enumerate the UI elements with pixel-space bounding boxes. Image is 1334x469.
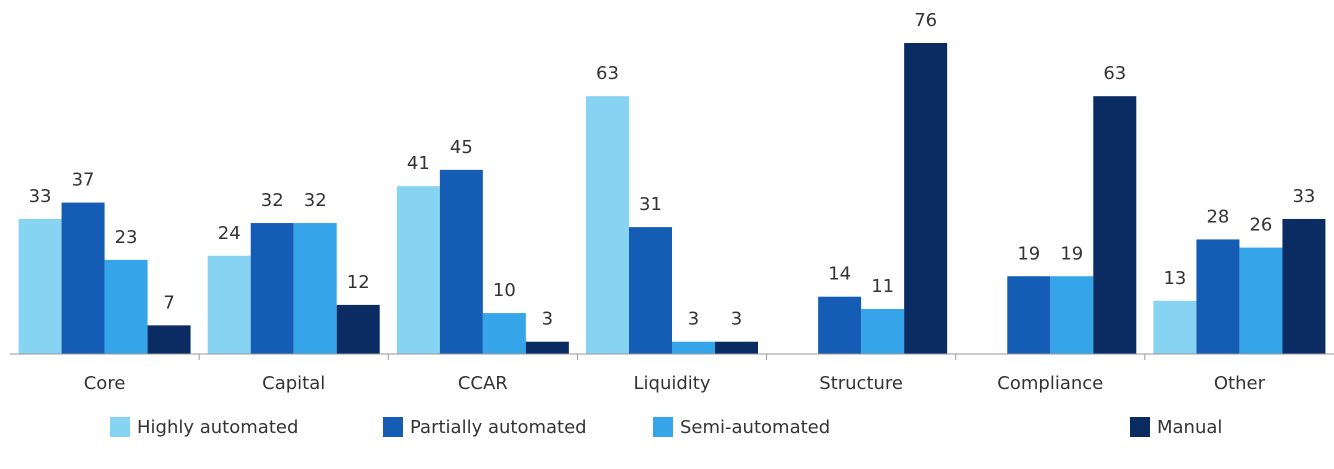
data-label: 45 — [450, 137, 473, 158]
data-label: 3 — [731, 309, 742, 330]
bar — [250, 223, 294, 354]
data-label: 63 — [596, 63, 619, 84]
bar — [61, 202, 105, 354]
legend-swatch — [1130, 417, 1150, 437]
bar — [1050, 276, 1094, 354]
bar — [293, 223, 337, 354]
x-tick-label: Capital — [262, 373, 325, 394]
data-label: 26 — [1249, 215, 1272, 236]
data-label: 32 — [304, 190, 327, 211]
data-label: 7 — [163, 292, 174, 313]
data-label: 14 — [828, 264, 851, 285]
legend-swatch — [653, 417, 673, 437]
data-label: 11 — [871, 276, 894, 297]
data-label: 31 — [639, 194, 662, 215]
data-label: 19 — [1017, 243, 1040, 264]
bar — [1153, 300, 1197, 354]
bar — [439, 169, 483, 354]
bar — [1282, 218, 1326, 354]
data-label: 41 — [407, 153, 430, 174]
x-tick-label: Structure — [819, 373, 903, 394]
legend-label: Manual — [1157, 417, 1222, 438]
legend-swatch — [110, 417, 130, 437]
bar — [672, 341, 715, 354]
legend-label: Semi-automated — [680, 417, 830, 438]
bar — [104, 259, 148, 354]
bar — [336, 304, 380, 354]
data-label: 12 — [347, 272, 370, 293]
bar — [586, 96, 629, 355]
data-label: 32 — [261, 190, 284, 211]
data-label: 10 — [493, 280, 516, 301]
bar — [629, 227, 672, 354]
x-tick-label: Liquidity — [633, 373, 710, 394]
x-tick-label: Core — [84, 373, 126, 394]
data-label: 3 — [688, 309, 699, 330]
data-label: 63 — [1103, 63, 1126, 84]
data-label: 28 — [1206, 206, 1229, 227]
legend-label: Highly automated — [137, 417, 298, 438]
bar — [715, 341, 758, 354]
bar — [482, 313, 526, 354]
bar — [396, 186, 440, 354]
data-label: 24 — [218, 223, 241, 244]
bar — [861, 308, 905, 354]
x-tick-label: CCAR — [458, 373, 508, 394]
legend-label: Partially automated — [410, 417, 587, 438]
data-label: 3 — [542, 309, 553, 330]
bar — [18, 218, 62, 354]
bar — [1196, 239, 1240, 354]
data-label: 76 — [914, 10, 937, 31]
data-label: 33 — [29, 186, 52, 207]
bar — [1007, 276, 1051, 354]
bar — [904, 43, 948, 354]
data-label: 23 — [115, 227, 138, 248]
data-label: 37 — [72, 170, 95, 191]
x-tick-label: Other — [1214, 373, 1266, 394]
bar — [818, 296, 862, 354]
bar — [147, 325, 191, 354]
bar — [1239, 247, 1283, 354]
legend-swatch — [383, 417, 403, 437]
bar — [525, 341, 569, 354]
data-label: 33 — [1292, 186, 1315, 207]
data-label: 19 — [1060, 243, 1083, 264]
bar — [207, 255, 251, 354]
bar — [1093, 96, 1137, 355]
data-label: 13 — [1163, 268, 1186, 289]
x-tick-label: Compliance — [997, 373, 1103, 394]
